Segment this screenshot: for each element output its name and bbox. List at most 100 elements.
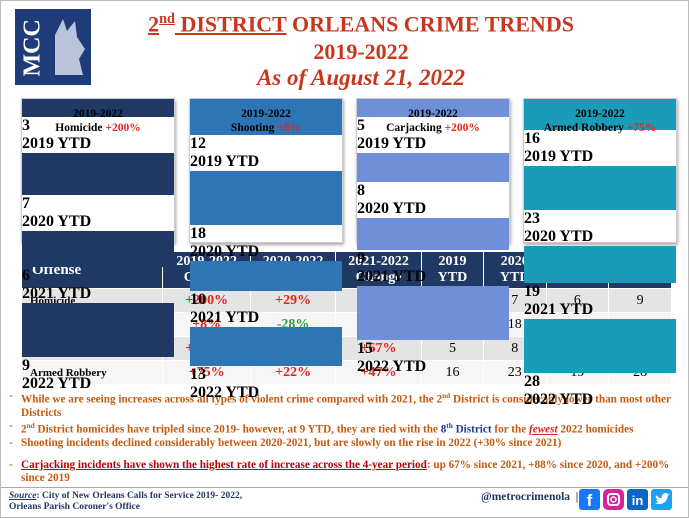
x-tick-label: 2021 YTD (524, 300, 594, 318)
bar (22, 99, 174, 117)
text-segment: : up 67% since 2021, +88% since 2020, an… (21, 459, 670, 484)
twitter-bird (655, 493, 670, 505)
bar (357, 286, 509, 341)
value-label: 5 (357, 117, 365, 134)
offense-name: Carjacking (386, 122, 442, 134)
title: 2nd DISTRICT ORLEANS CRIME TRENDS (111, 11, 611, 37)
text-segment: ORLEANS CRIME TRENDS (286, 11, 574, 37)
header-cell: 2021-2022 Change (335, 251, 423, 289)
linkedin-letters: in (632, 493, 644, 508)
x-tick-label: 2019 YTD (190, 153, 260, 170)
change-label: +8% (277, 122, 302, 134)
chart-title: 2019-2022 (241, 108, 291, 120)
value-label: 9 (22, 357, 30, 374)
value-label: 19 (524, 282, 540, 300)
chart-title: 2019-2022 (575, 108, 625, 120)
bar (524, 246, 676, 283)
bullet-dash: - (9, 420, 13, 432)
instagram-lens (610, 496, 617, 503)
value-label: 16 (524, 129, 540, 147)
value-label: 12 (190, 135, 206, 152)
value-label: 8 (357, 181, 365, 199)
table-cell: 9 (608, 288, 672, 313)
logo-text: MCC (19, 19, 46, 77)
bar (22, 153, 174, 195)
instagram-icon[interactable] (603, 489, 624, 510)
bar (357, 153, 509, 182)
title-line3: As of August 21, 2022 (256, 65, 466, 90)
value-label: 9 (357, 250, 365, 268)
value-label: 10 (190, 291, 206, 308)
text-segment: th (446, 422, 453, 430)
x-tick-label: 2021 YTD (22, 285, 92, 302)
x-tick-label: 2020 YTD (524, 228, 594, 246)
value-label: 3 (22, 117, 30, 134)
chart-title: 2019-2022 (73, 108, 123, 120)
x-tick-label: 2021 YTD (190, 309, 260, 326)
footer-rule (1, 487, 688, 488)
chart-subtitle: Carjacking +200% (357, 122, 509, 134)
bar (190, 327, 342, 366)
handle-row: @metrocrimenola | (481, 491, 578, 503)
x-tick-label: 2022 YTD (190, 384, 260, 401)
chart-panel: 2019-2022 Carjacking +200% 5 2019 YTD 8 2020 … (356, 98, 510, 375)
x-tick-label: 2019 YTD (357, 135, 427, 152)
bar (357, 217, 509, 251)
bar (357, 99, 509, 117)
table-cell: +75% (162, 360, 252, 385)
text-segment: 2 (21, 423, 27, 436)
text-segment: 8 (440, 423, 447, 436)
x-tick-label: 2019 YTD (524, 147, 594, 165)
bullet: -2nd District homicides have tripled sin… (9, 420, 671, 437)
facebook-icon[interactable] (579, 489, 600, 510)
source: Source: City of New Orleans Calls for Se… (9, 491, 242, 513)
text-segment: District is considerably lower than most… (21, 393, 671, 419)
x-tick-label: 2020 YTD (357, 199, 427, 217)
text-segment: District (452, 423, 492, 436)
table-cell: +29% (250, 288, 337, 313)
chart-subtitle: Homicide +200% (22, 122, 174, 134)
value-label: 23 (524, 210, 540, 228)
text-segment: fewest (529, 423, 558, 436)
bullet: - While we are seeing increases across al… (9, 390, 671, 420)
value-label: 7 (22, 195, 30, 212)
chart-panel: 2019-2022 Shooting +8% 12 2019 YTD 18 2020 YT… (189, 98, 343, 401)
bar (190, 99, 342, 135)
logo-emblem (55, 19, 85, 75)
source-label: Source (9, 491, 37, 501)
table-cell: Armed Robbery (20, 360, 164, 385)
x-tick-label: 2021 YTD (357, 268, 427, 286)
value-label: 6 (22, 267, 30, 284)
change-label: +200% (105, 122, 141, 134)
text-segment: 2 (148, 11, 160, 37)
chart-panel: 2019-2022 Homicide +200% 3 2019 YTD 7 2020 YT… (21, 98, 175, 392)
handle: @metrocrimenola (481, 491, 571, 503)
offense-name: Homicide (55, 122, 103, 134)
change-label: +200% (444, 122, 480, 134)
table-row: Homicide+200%+29%+50%3769 (20, 288, 672, 313)
bar (22, 231, 174, 267)
change-label: +75% (626, 122, 657, 134)
text-segment: DISTRICT (174, 11, 287, 37)
value-label: 15 (357, 340, 373, 358)
text-segment: nd (26, 422, 35, 430)
instagram-glyph (607, 493, 620, 506)
offense-name: Armed Robbery (543, 122, 624, 134)
linkedin-icon[interactable] (627, 489, 648, 510)
text-segment: Shooting incidents declined considerably… (21, 437, 562, 449)
value-label: 13 (190, 366, 206, 383)
text-segment: nd (159, 11, 175, 27)
bar (190, 261, 342, 291)
text-segment: for the (491, 423, 529, 436)
facebook-letter: f (587, 491, 593, 510)
x-tick-label: 2020 YTD (190, 243, 260, 260)
source-line2: Orleans Parish Coroner's Office (9, 502, 140, 512)
x-tick-label: 2019 YTD (22, 135, 92, 152)
bullet-dash: - (9, 390, 13, 402)
text-segment: District homicides have tripled since 20… (34, 423, 441, 436)
bar (524, 318, 676, 373)
bullet-dash: - (9, 437, 13, 449)
x-tick-label: 2022 YTD (524, 390, 594, 408)
social-icons: f in (579, 489, 672, 510)
